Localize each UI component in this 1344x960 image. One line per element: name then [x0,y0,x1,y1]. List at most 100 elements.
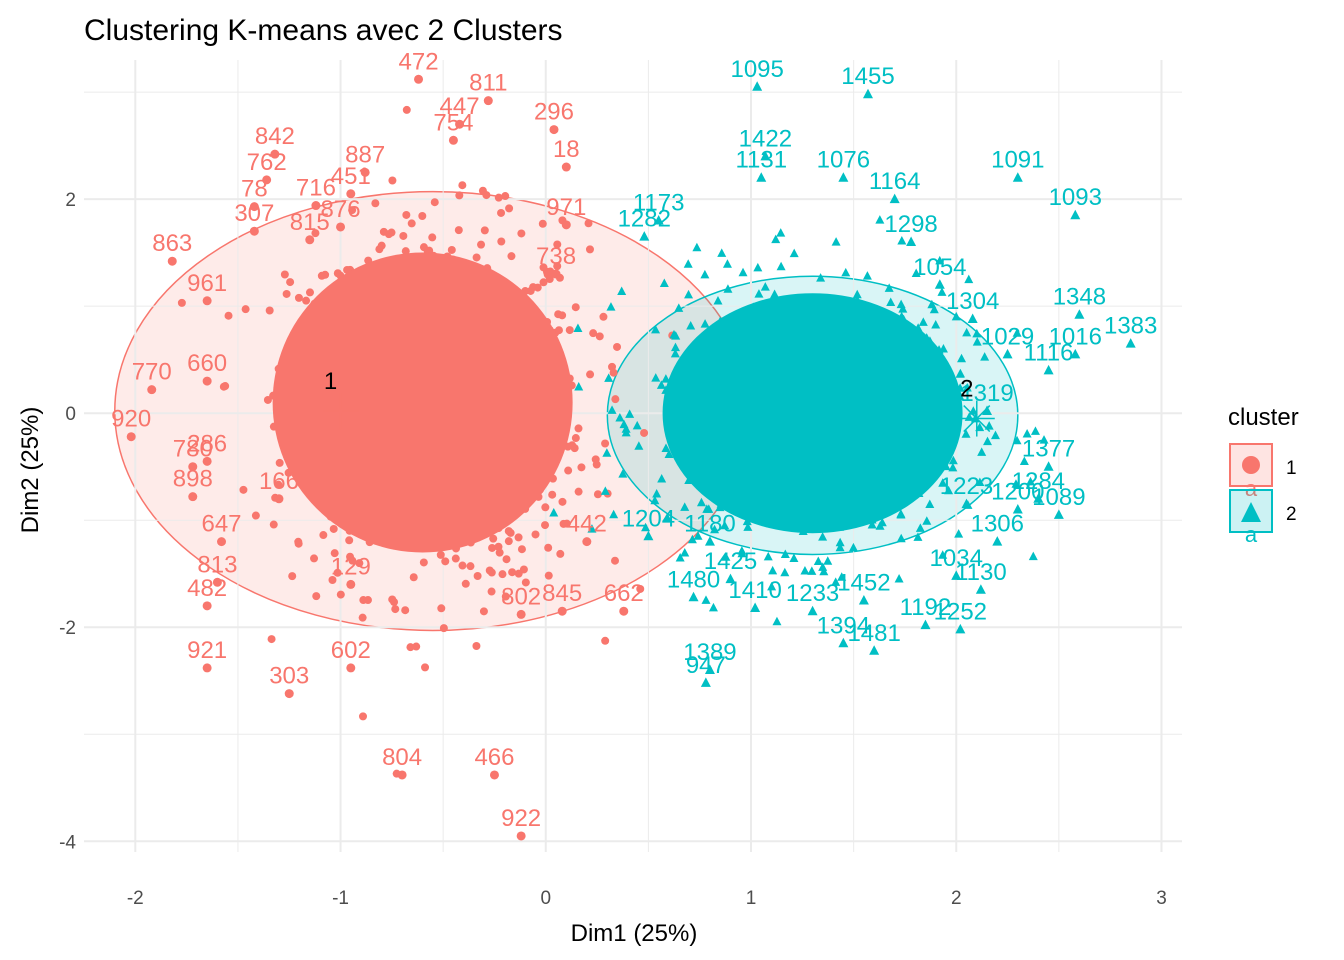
point-label: 1348 [1053,284,1106,311]
cloud-point [345,536,354,545]
point-cluster-1-78 [249,202,259,212]
cloud-point [421,663,430,672]
cloud-point [487,568,496,577]
point-label: 1304 [946,288,999,315]
cloud-point [938,550,948,559]
point-cluster-1-876 [336,222,346,232]
point-label: 1319 [960,380,1013,407]
cloud-point [554,310,563,319]
cloud-point [813,556,823,565]
cloud-point [274,480,283,489]
cloud-point [333,568,342,577]
cloud-point [693,531,703,540]
cloud-point [652,488,662,498]
point-cluster-2-1425 [725,573,736,584]
y-tick-label: -4 [59,832,76,853]
cloud-point [767,581,777,591]
cloud-point [494,193,503,202]
cloud-point [944,485,954,495]
cloud-point [609,368,618,377]
y-tick-label: -2 [59,618,76,639]
cloud-point [984,421,994,430]
cloud-point [896,509,906,518]
cloud-point [472,253,481,262]
cloud-point [684,289,694,299]
cloud-point [556,549,565,558]
cloud-point [412,642,421,651]
cloud-point [418,212,427,221]
point-cluster-1-303 [284,689,294,699]
cloud-point [670,342,680,352]
cloud-point [700,269,710,279]
cloud-point [818,532,828,541]
point-label: 1394 [817,612,870,639]
cloud-point [473,572,482,581]
cloud-point [607,405,617,414]
point-label: 1076 [817,147,870,174]
point-label: 802 [501,583,541,610]
point-cluster-2-1306 [992,536,1003,546]
cloud-point [696,497,706,507]
cloud-point [554,326,563,335]
cloud-point [680,547,690,557]
point-label: 1164 [869,168,921,195]
cloud-point [618,469,628,478]
point-label: 922 [501,805,541,832]
cloud-point [505,204,514,213]
point-label: 811 [469,70,507,97]
cloud-point [346,552,355,561]
cloud-point [302,296,311,305]
cloud-point [577,463,586,472]
point-label: 78 [241,176,268,203]
point-cluster-1-738 [551,269,561,279]
cloud-point [659,278,669,287]
point-cluster-1-921 [202,663,212,673]
point-label: 863 [152,230,192,257]
point-label: 1481 [847,620,900,647]
cloud-point [800,566,810,575]
point-cluster-2-1192 [920,619,931,630]
cloud-point [559,519,568,528]
cloud-point [479,607,488,616]
cloud-point [451,554,460,563]
cloud-point [549,507,559,517]
cloud-point [937,287,947,296]
cloud-point [487,587,496,596]
point-label: 754 [433,109,473,136]
cloud-point [625,409,635,418]
point-label: 1223 [940,473,993,500]
cloud-point [371,199,380,208]
point-label: 1377 [1022,436,1075,463]
cloud-point [687,534,697,544]
point-cluster-2-1377 [1043,461,1054,471]
point-cluster-1-286 [202,456,212,466]
cloud-point [867,520,877,529]
cloud-point [312,592,321,601]
cloud-point [508,568,517,577]
point-cluster-1-482 [202,601,212,611]
cloud-point [571,303,580,312]
cloud-point [553,262,562,271]
cloud-point [294,537,303,546]
cloud-point [789,553,799,563]
cloud-point [599,312,608,321]
cloud-point [938,478,948,487]
cloud-point [1012,435,1022,445]
cloud-point [437,604,446,613]
point-cluster-1-815 [305,235,315,245]
cloud-point [983,436,993,446]
cloud-point [604,373,614,382]
point-label: 804 [382,744,422,771]
cloud-point [894,573,904,583]
cloud-point [664,449,674,459]
cloud-point [962,383,972,392]
point-cluster-1-472 [414,74,424,84]
cloud-point [592,460,601,469]
point-cluster-1-166 [274,494,284,504]
cloud-point [972,337,982,346]
y-axis-title: Dim2 (25%) [17,407,44,534]
cloud-point [539,278,548,287]
cloud-point [402,210,411,219]
cloud-point [957,353,967,363]
cloud-point [407,219,416,228]
